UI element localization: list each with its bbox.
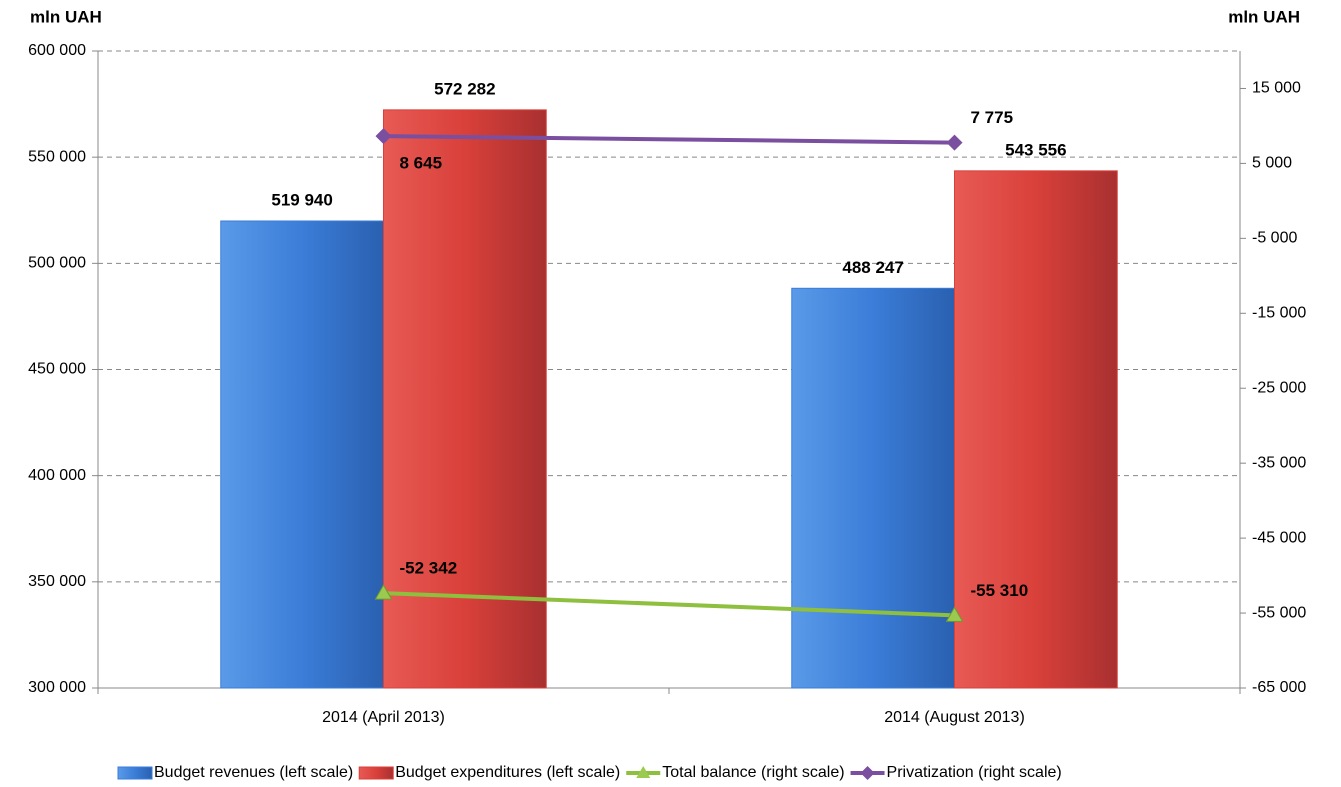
y2-tick-label: -55 000 xyxy=(1252,604,1306,621)
y2-tick-label: -25 000 xyxy=(1252,379,1306,396)
legend-swatch xyxy=(117,766,153,780)
legend-label: Budget expenditures (left scale) xyxy=(395,764,620,781)
y2-tick-label: 15 000 xyxy=(1252,80,1301,97)
y2-tick-label: 5 000 xyxy=(1252,155,1292,172)
line xyxy=(383,591,955,618)
x-tick-label: 2014 (April 2013) xyxy=(322,709,445,726)
bar xyxy=(954,170,1118,689)
data-label: -55 310 xyxy=(971,581,1029,600)
y2-tick-label: -35 000 xyxy=(1252,454,1306,471)
y2-tick-label: -5 000 xyxy=(1252,230,1297,247)
marker xyxy=(945,606,964,622)
marker xyxy=(375,128,392,145)
y2-tick-label: -65 000 xyxy=(1252,679,1306,696)
y-tick-label: 350 000 xyxy=(28,573,86,590)
marker xyxy=(374,584,393,600)
legend-swatch xyxy=(358,766,394,780)
marker xyxy=(946,134,963,151)
y-tick-label: 300 000 xyxy=(28,679,86,696)
bar xyxy=(383,109,547,689)
data-label: 519 940 xyxy=(271,190,332,209)
y-tick-label: 600 000 xyxy=(28,42,86,59)
x-tick-label: 2014 (August 2013) xyxy=(884,709,1025,726)
bar xyxy=(220,220,384,689)
y-tick-label: 400 000 xyxy=(28,467,86,484)
bar xyxy=(791,287,956,689)
data-label: 488 247 xyxy=(842,258,903,277)
y2-tick-label: -15 000 xyxy=(1252,305,1306,322)
legend-label: Privatization (right scale) xyxy=(887,764,1062,781)
data-label: -52 342 xyxy=(400,559,458,578)
data-label: 543 556 xyxy=(1005,140,1066,159)
data-label: 572 282 xyxy=(434,79,495,98)
line xyxy=(383,134,955,145)
y2-tick-label: -45 000 xyxy=(1252,529,1306,546)
data-label: 7 775 xyxy=(971,108,1014,127)
y-axis-label: mln UAH xyxy=(30,7,102,26)
y2-axis-label: mln UAH xyxy=(1228,7,1300,26)
legend-label: Budget revenues (left scale) xyxy=(154,764,353,781)
y-tick-label: 450 000 xyxy=(28,361,86,378)
y-tick-label: 550 000 xyxy=(28,148,86,165)
legend-marker xyxy=(860,766,875,780)
legend-marker xyxy=(636,766,651,778)
y-tick-label: 500 000 xyxy=(28,255,86,272)
data-label: 8 645 xyxy=(400,154,443,173)
legend-label: Total balance (right scale) xyxy=(662,764,844,781)
